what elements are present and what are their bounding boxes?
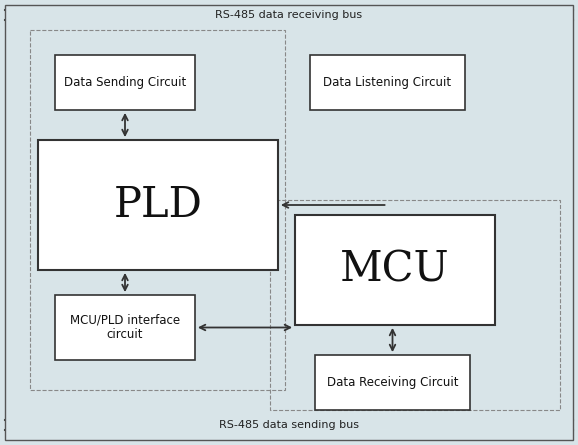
Text: MCU/PLD interface
circuit: MCU/PLD interface circuit <box>70 313 180 341</box>
Text: Data Sending Circuit: Data Sending Circuit <box>64 76 186 89</box>
Text: Data Listening Circuit: Data Listening Circuit <box>324 76 451 89</box>
Text: RS-485 data receiving bus: RS-485 data receiving bus <box>216 10 362 20</box>
Bar <box>30 30 285 390</box>
Bar <box>38 140 278 270</box>
Bar <box>270 200 560 410</box>
Bar <box>310 55 465 110</box>
Bar <box>295 215 495 325</box>
Text: RS-485 data sending bus: RS-485 data sending bus <box>219 420 359 430</box>
Text: PLD: PLD <box>113 184 202 226</box>
Bar <box>55 55 195 110</box>
Bar <box>55 295 195 360</box>
Bar <box>315 355 470 410</box>
Text: MCU: MCU <box>340 249 450 291</box>
Text: Data Receiving Circuit: Data Receiving Circuit <box>327 376 458 389</box>
